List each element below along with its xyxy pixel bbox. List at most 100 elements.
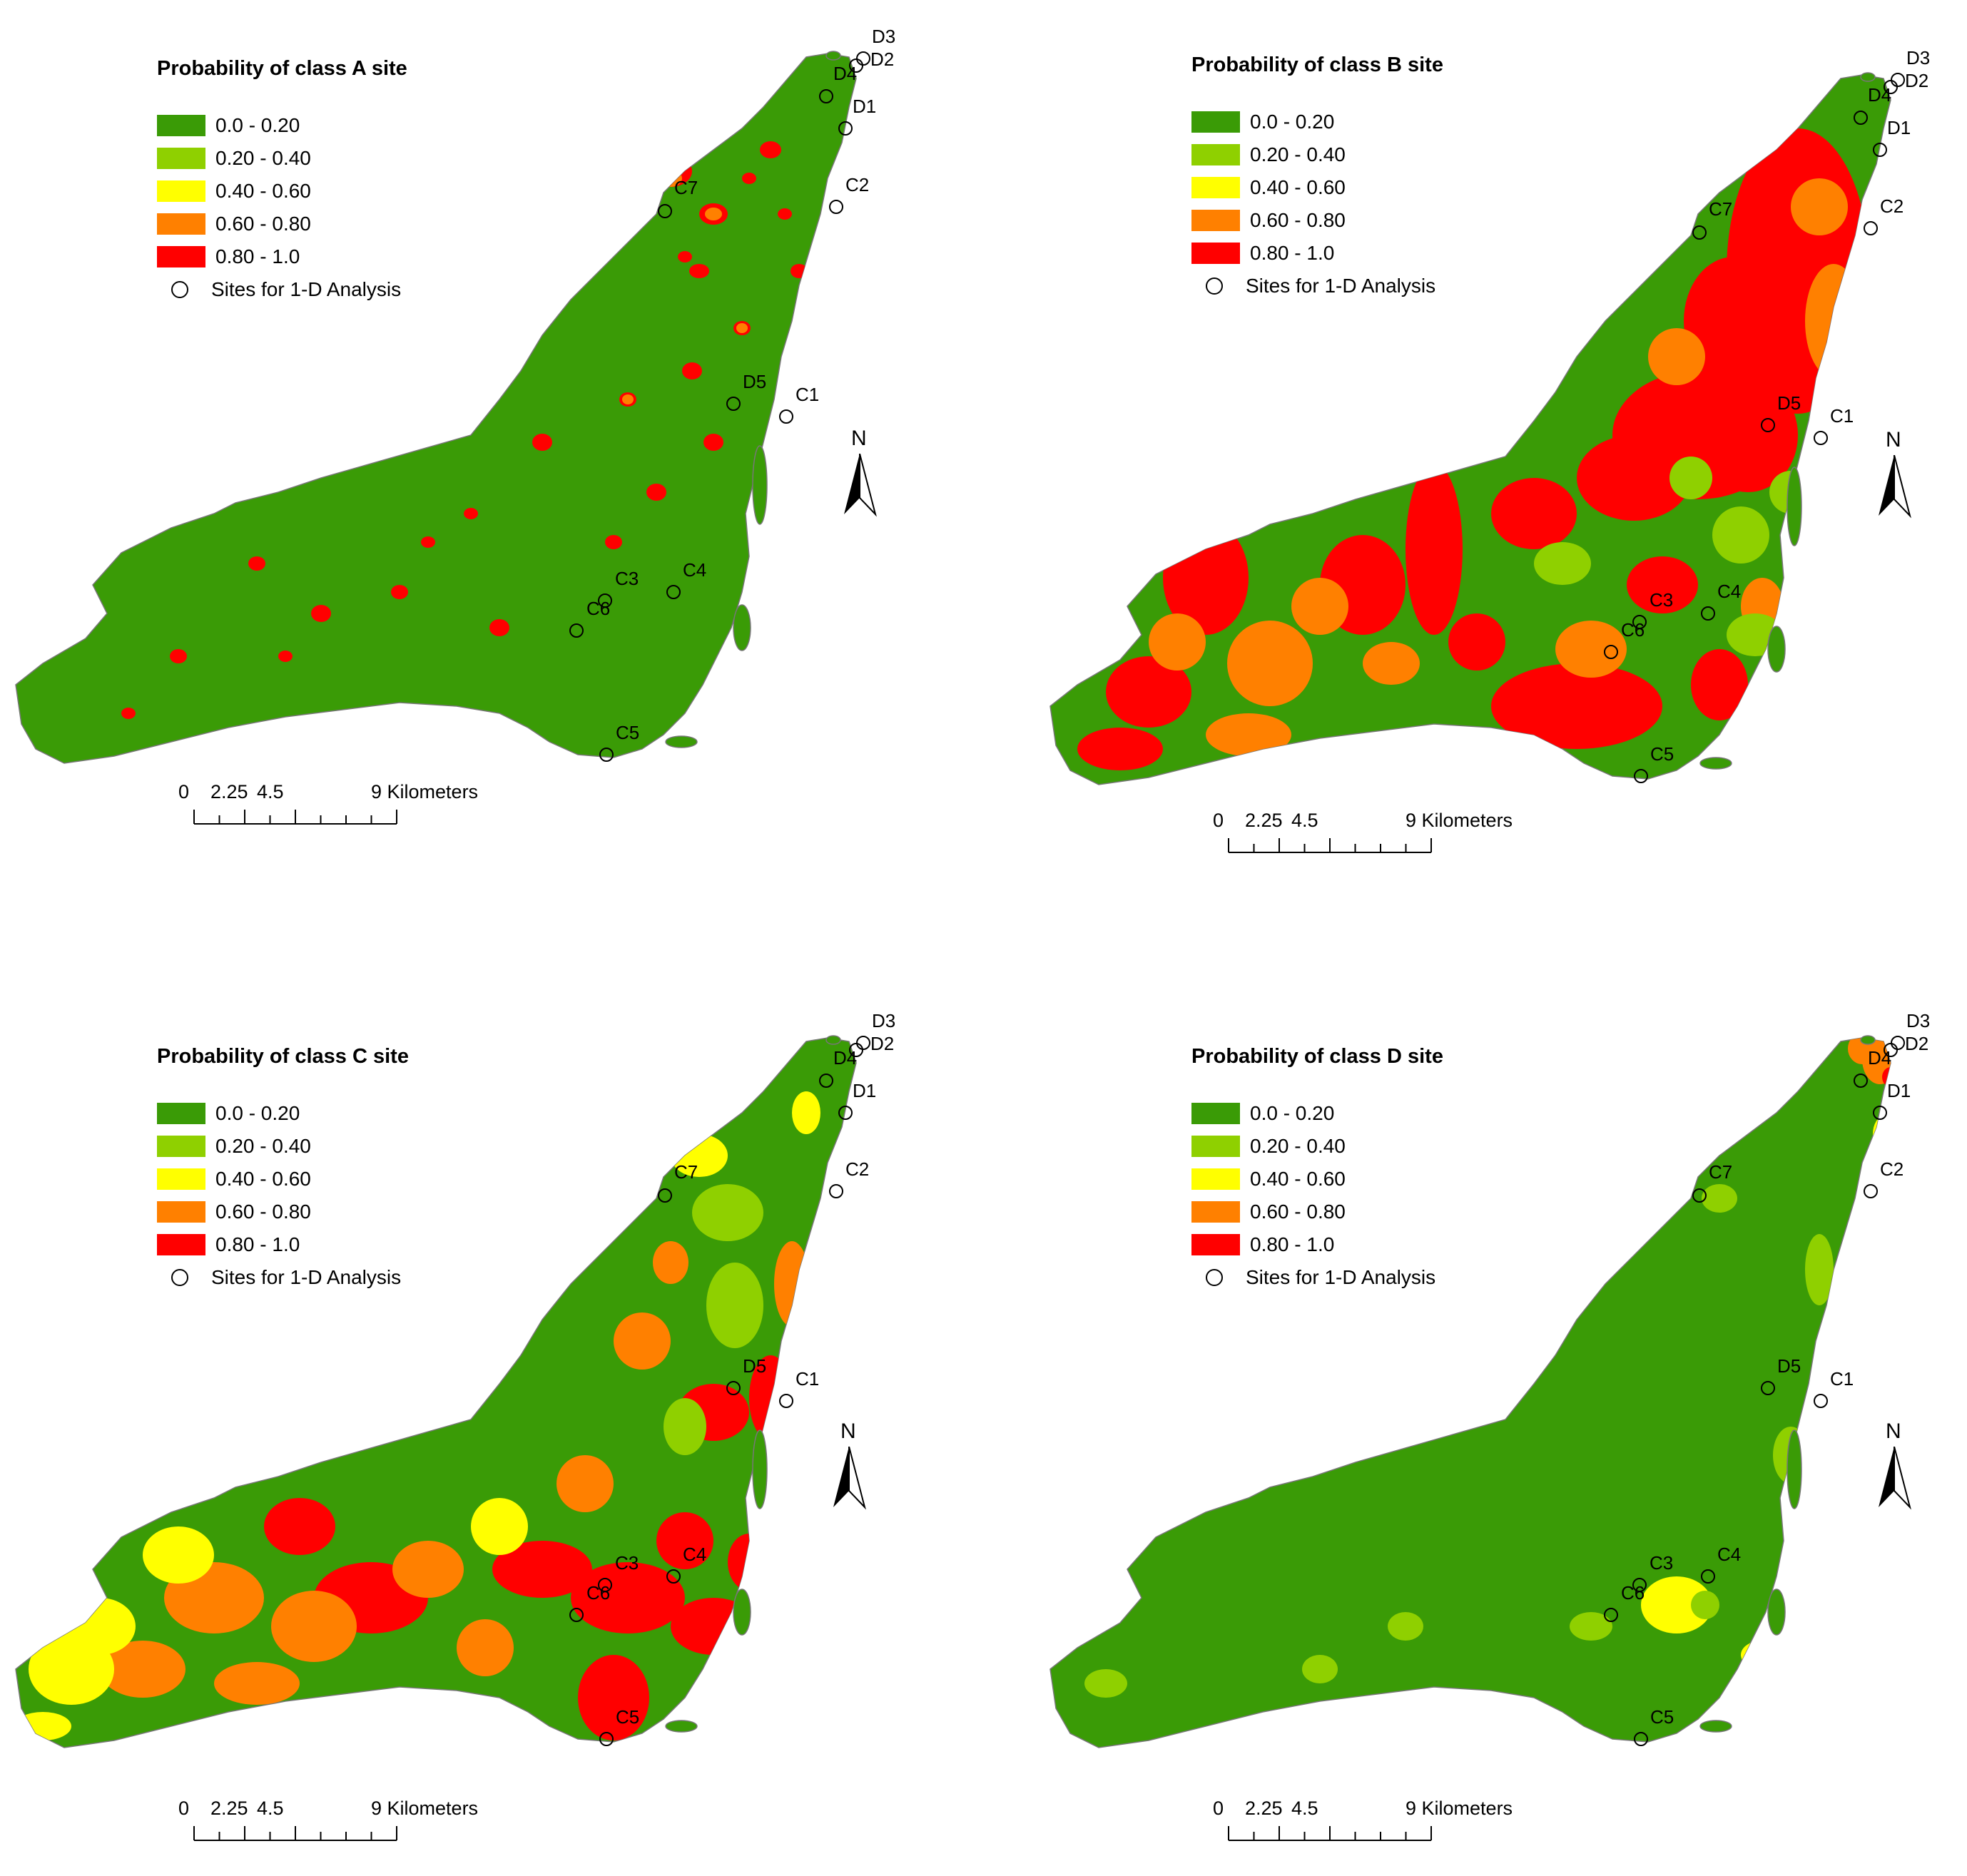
- site-marker[interactable]: [1854, 111, 1868, 125]
- site-marker[interactable]: [1864, 221, 1878, 235]
- site-marker[interactable]: [598, 593, 612, 608]
- site-marker[interactable]: [856, 1036, 870, 1050]
- site-marker[interactable]: [726, 397, 741, 411]
- legend-sites-label: Sites for 1-D Analysis: [211, 1266, 402, 1288]
- probability-patches: [121, 141, 808, 719]
- probability-patch: [578, 1655, 649, 1740]
- site-marker[interactable]: [1692, 225, 1707, 240]
- site-label: D5: [743, 371, 766, 392]
- scale-label: 9 Kilometers: [1406, 810, 1513, 831]
- site-marker[interactable]: [1761, 1381, 1775, 1395]
- legend-row: 0.20 - 0.40: [157, 142, 407, 175]
- site-marker[interactable]: [838, 121, 853, 136]
- islet: [1699, 757, 1732, 770]
- islet: [825, 51, 841, 61]
- site-marker[interactable]: [819, 1074, 833, 1088]
- site-marker[interactable]: [666, 585, 681, 599]
- legend-sites-label: Sites for 1-D Analysis: [1246, 275, 1436, 297]
- scale-label: 9 Kilometers: [1406, 1798, 1513, 1819]
- site-label: C3: [1650, 1552, 1673, 1574]
- site-marker[interactable]: [779, 409, 793, 424]
- probability-patch: [1534, 542, 1591, 585]
- site-marker[interactable]: [1634, 769, 1648, 783]
- probability-patch: [703, 434, 723, 451]
- site-marker[interactable]: [598, 1578, 612, 1592]
- legend: Probability of class A site 0.0 - 0.20 0.…: [157, 57, 407, 306]
- site-marker[interactable]: [569, 1608, 584, 1622]
- legend-sites-entry: Sites for 1-D Analysis: [1191, 270, 1443, 302]
- site-marker[interactable]: [849, 1043, 863, 1057]
- legend: Probability of class C site 0.0 - 0.20 0.…: [157, 1045, 409, 1294]
- site-marker[interactable]: [1891, 73, 1905, 87]
- probability-patch: [1698, 378, 1798, 492]
- scale-bar: 0 2.25 4.5 9 Kilometers: [1213, 1798, 1513, 1847]
- legend-row: 0.80 - 1.0: [1191, 237, 1443, 270]
- site-marker[interactable]: [658, 1188, 672, 1203]
- legend: Probability of class B site 0.0 - 0.20 0.…: [1191, 53, 1443, 302]
- scale-ruler: [1228, 1826, 1432, 1841]
- site-label: D4: [833, 63, 857, 84]
- site-marker[interactable]: [666, 1569, 681, 1584]
- scale-label: 9 Kilometers: [371, 1798, 479, 1819]
- probability-patch: [170, 649, 187, 663]
- site-marker[interactable]: [1701, 1569, 1715, 1584]
- site-marker[interactable]: [1814, 431, 1828, 445]
- probability-patch: [1873, 1116, 1891, 1152]
- probability-patch: [311, 605, 331, 622]
- site-marker[interactable]: [1873, 143, 1887, 157]
- site-marker[interactable]: [1864, 1184, 1878, 1198]
- site-marker[interactable]: [726, 1381, 741, 1395]
- site-marker[interactable]: [838, 1106, 853, 1120]
- site-marker[interactable]: [856, 51, 870, 66]
- site-marker[interactable]: [829, 1184, 843, 1198]
- site-marker[interactable]: [1604, 645, 1618, 659]
- site-marker[interactable]: [1761, 418, 1775, 432]
- site-marker[interactable]: [1891, 1036, 1905, 1050]
- site-label: C1: [1830, 405, 1854, 427]
- site-marker[interactable]: [819, 89, 833, 103]
- site-marker[interactable]: [658, 204, 672, 218]
- site-label: C1: [796, 1368, 819, 1390]
- islet: [733, 604, 751, 651]
- legend-sites-entry: Sites for 1-D Analysis: [157, 273, 407, 306]
- scale-label: 0: [1213, 1798, 1224, 1819]
- site-label: C3: [1650, 589, 1673, 611]
- probability-patch: [656, 1512, 713, 1569]
- site-marker[interactable]: [779, 1394, 793, 1408]
- site-marker[interactable]: [829, 200, 843, 214]
- site-label: D3: [872, 26, 895, 47]
- site-marker[interactable]: [1873, 1106, 1887, 1120]
- probability-patch: [1627, 556, 1698, 613]
- site-label: D3: [1906, 47, 1930, 68]
- site-marker[interactable]: [569, 623, 584, 638]
- legend-class-label: 0.60 - 0.80: [1250, 209, 1346, 231]
- site-marker[interactable]: [599, 1732, 614, 1746]
- islet: [1860, 72, 1876, 82]
- site-label: D4: [1868, 1047, 1891, 1069]
- legend-class-label: 0.60 - 0.80: [1250, 1200, 1346, 1223]
- legend-swatch: [157, 1201, 205, 1223]
- site-marker[interactable]: [1632, 1578, 1647, 1592]
- islet: [1786, 467, 1802, 546]
- map-panel-class-a: D3 D2 D4 D1 C7 C2 D5 C1 C3 C4 C6 C5 Probability of …: [0, 0, 970, 892]
- site-marker[interactable]: [1634, 1732, 1648, 1746]
- probability-patch: [705, 208, 722, 220]
- probability-patch: [264, 1498, 335, 1555]
- site-marker[interactable]: [1632, 615, 1647, 629]
- legend-row: 0.60 - 0.80: [157, 208, 407, 240]
- scale-label: 2.25: [1245, 810, 1283, 831]
- legend-title: Probability of class D site: [1191, 1045, 1443, 1068]
- site-marker[interactable]: [599, 748, 614, 762]
- site-marker[interactable]: [1692, 1188, 1707, 1203]
- site-marker[interactable]: [1814, 1394, 1828, 1408]
- site-marker[interactable]: [1884, 1043, 1898, 1057]
- site-marker[interactable]: [1701, 606, 1715, 621]
- site-marker[interactable]: [1604, 1608, 1618, 1622]
- site-marker[interactable]: [1854, 1074, 1868, 1088]
- site-label: D4: [1868, 84, 1891, 106]
- site-marker[interactable]: [849, 58, 863, 73]
- islet: [752, 1429, 768, 1509]
- legend-row: 0.60 - 0.80: [1191, 1196, 1443, 1228]
- probability-patch: [1648, 328, 1705, 385]
- site-marker[interactable]: [1884, 80, 1898, 94]
